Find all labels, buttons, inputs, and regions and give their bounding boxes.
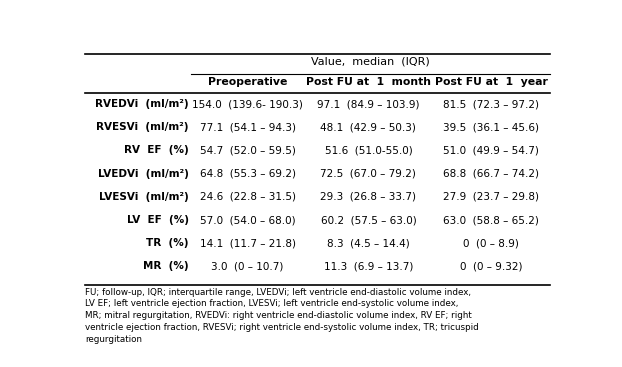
Text: 24.6  (22.8 – 31.5): 24.6 (22.8 – 31.5)	[200, 192, 295, 202]
Text: LVESVi  (ml/m²): LVESVi (ml/m²)	[99, 192, 188, 202]
Text: TR  (%): TR (%)	[146, 238, 188, 248]
Text: 8.3  (4.5 – 14.4): 8.3 (4.5 – 14.4)	[327, 238, 410, 248]
Text: 11.3  (6.9 – 13.7): 11.3 (6.9 – 13.7)	[323, 261, 413, 271]
Text: Value,  median  (IQR): Value, median (IQR)	[311, 57, 430, 67]
Text: 3.0  (0 – 10.7): 3.0 (0 – 10.7)	[211, 261, 284, 271]
Text: 29.3  (26.8 – 33.7): 29.3 (26.8 – 33.7)	[320, 192, 416, 202]
Text: 57.0  (54.0 – 68.0): 57.0 (54.0 – 68.0)	[200, 215, 295, 225]
Text: 81.5  (72.3 – 97.2): 81.5 (72.3 – 97.2)	[443, 99, 539, 109]
Text: 154.0  (139.6- 190.3): 154.0 (139.6- 190.3)	[192, 99, 303, 109]
Text: 51.0  (49.9 – 54.7): 51.0 (49.9 – 54.7)	[443, 145, 539, 156]
Text: 72.5  (67.0 – 79.2): 72.5 (67.0 – 79.2)	[320, 169, 416, 179]
Text: 0  (0 – 9.32): 0 (0 – 9.32)	[460, 261, 522, 271]
Text: MR  (%): MR (%)	[143, 261, 188, 271]
Text: RVESVi  (ml/m²): RVESVi (ml/m²)	[96, 122, 188, 132]
Text: LVEDVi  (ml/m²): LVEDVi (ml/m²)	[98, 169, 188, 179]
Text: 54.7  (52.0 – 59.5): 54.7 (52.0 – 59.5)	[200, 145, 295, 156]
Text: Preoperative: Preoperative	[208, 77, 287, 87]
Text: 63.0  (58.8 – 65.2): 63.0 (58.8 – 65.2)	[443, 215, 539, 225]
Text: 97.1  (84.9 – 103.9): 97.1 (84.9 – 103.9)	[317, 99, 420, 109]
Text: 60.2  (57.5 – 63.0): 60.2 (57.5 – 63.0)	[320, 215, 416, 225]
Text: Post FU at  1  month: Post FU at 1 month	[306, 77, 431, 87]
Text: 39.5  (36.1 – 45.6): 39.5 (36.1 – 45.6)	[443, 122, 539, 132]
Text: 0  (0 – 8.9): 0 (0 – 8.9)	[463, 238, 519, 248]
Text: 77.1  (54.1 – 94.3): 77.1 (54.1 – 94.3)	[200, 122, 295, 132]
Text: 68.8  (66.7 – 74.2): 68.8 (66.7 – 74.2)	[443, 169, 539, 179]
Text: FU; follow-up, IQR; interquartile range, LVEDVi; left ventricle end-diastolic vo: FU; follow-up, IQR; interquartile range,…	[85, 288, 479, 344]
Text: 14.1  (11.7 – 21.8): 14.1 (11.7 – 21.8)	[200, 238, 295, 248]
Text: Post FU at  1  year: Post FU at 1 year	[435, 77, 547, 87]
Text: RVEDVi  (ml/m²): RVEDVi (ml/m²)	[95, 99, 188, 109]
Text: 48.1  (42.9 – 50.3): 48.1 (42.9 – 50.3)	[320, 122, 416, 132]
Text: 51.6  (51.0-55.0): 51.6 (51.0-55.0)	[325, 145, 412, 156]
Text: RV  EF  (%): RV EF (%)	[124, 145, 188, 156]
Text: 64.8  (55.3 – 69.2): 64.8 (55.3 – 69.2)	[200, 169, 295, 179]
Text: 27.9  (23.7 – 29.8): 27.9 (23.7 – 29.8)	[443, 192, 539, 202]
Text: LV  EF  (%): LV EF (%)	[127, 215, 188, 225]
